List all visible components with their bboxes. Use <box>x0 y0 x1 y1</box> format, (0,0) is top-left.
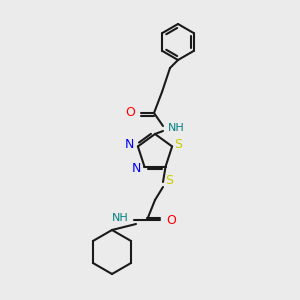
Text: N: N <box>125 138 135 151</box>
Text: S: S <box>174 138 182 151</box>
Text: NH: NH <box>112 213 129 223</box>
Text: N: N <box>132 162 141 175</box>
Text: O: O <box>166 214 176 226</box>
Text: O: O <box>125 106 135 119</box>
Text: NH: NH <box>168 123 185 133</box>
Text: S: S <box>165 173 173 187</box>
